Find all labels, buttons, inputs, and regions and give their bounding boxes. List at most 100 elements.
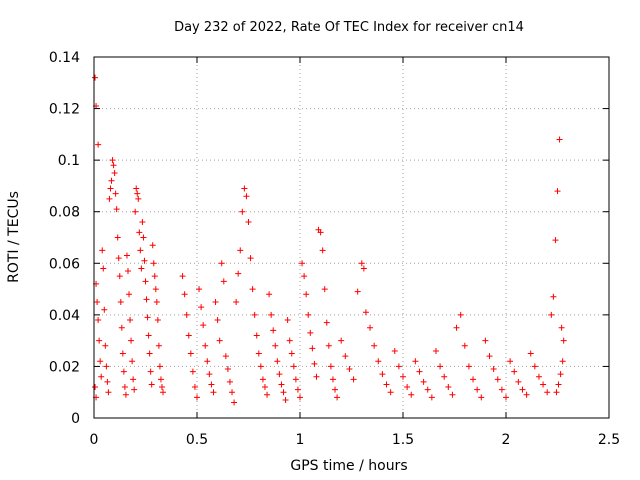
data-point (515, 378, 522, 385)
data-point (105, 389, 112, 396)
data-point (135, 195, 142, 202)
data-point (112, 190, 119, 197)
data-point (216, 337, 223, 344)
data-point (204, 358, 211, 365)
y-tick-label: 0.14 (49, 50, 80, 66)
data-point (482, 337, 489, 344)
data-point (553, 389, 560, 396)
data-point (226, 378, 233, 385)
data-point (198, 304, 205, 311)
x-tick-label: 0.5 (186, 432, 208, 448)
data-point (147, 368, 154, 375)
data-point (555, 381, 562, 388)
data-point (503, 394, 509, 401)
data-point (245, 219, 252, 226)
data-point (119, 350, 126, 357)
x-tick-label: 0 (90, 432, 99, 448)
data-point (148, 381, 155, 388)
data-point (117, 298, 124, 305)
data-point (94, 298, 101, 305)
data-point (354, 288, 361, 295)
data-point (138, 265, 145, 272)
data-point (152, 286, 159, 293)
data-point (96, 337, 103, 344)
axis-ticks (93, 56, 610, 419)
data-point (111, 170, 118, 177)
data-point (531, 363, 538, 370)
data-point (552, 237, 559, 244)
data-points (92, 74, 567, 406)
data-point (122, 391, 129, 398)
x-tick-label: 1 (296, 432, 305, 448)
data-point (383, 381, 390, 388)
data-point (367, 324, 374, 331)
y-tick-label: 0.02 (49, 359, 80, 375)
data-point (231, 399, 238, 406)
data-point (196, 286, 203, 293)
data-point (116, 273, 123, 280)
data-point (136, 229, 143, 236)
data-point (527, 350, 534, 357)
data-point (507, 358, 514, 365)
data-point (130, 376, 137, 383)
data-point (206, 371, 213, 378)
data-point (346, 366, 353, 373)
data-point (432, 347, 439, 354)
data-point (323, 319, 330, 326)
data-point (428, 394, 435, 401)
data-point (100, 265, 107, 272)
data-point (229, 389, 236, 396)
data-point (214, 317, 221, 324)
data-point (158, 384, 165, 391)
data-point (274, 358, 281, 365)
data-point (110, 162, 117, 169)
data-point (150, 260, 157, 267)
data-point (560, 337, 567, 344)
data-point (95, 317, 102, 324)
data-point (498, 386, 505, 393)
data-point (268, 311, 275, 318)
data-point (183, 311, 190, 318)
data-point (145, 332, 152, 339)
data-point (235, 270, 242, 277)
data-point (202, 342, 209, 349)
data-point (292, 376, 299, 383)
data-point (332, 386, 339, 393)
data-point (139, 219, 146, 226)
data-point (156, 363, 163, 370)
plot-frame (93, 56, 610, 419)
data-point (387, 389, 394, 396)
data-point (241, 185, 248, 192)
data-point (556, 136, 563, 143)
data-point (218, 260, 225, 267)
data-point (408, 391, 415, 398)
data-point (99, 247, 106, 254)
data-point (104, 378, 111, 385)
data-point (181, 291, 188, 298)
data-point (270, 327, 277, 334)
data-point (129, 358, 136, 365)
data-point (303, 291, 310, 298)
data-point (123, 252, 130, 259)
data-point (494, 376, 501, 383)
data-point (133, 185, 140, 192)
data-point (102, 342, 109, 349)
data-point (237, 247, 244, 254)
chart-title: Day 232 of 2022, Rate Of TEC Index for r… (174, 20, 524, 35)
data-point (113, 206, 120, 213)
data-point (325, 342, 332, 349)
data-point (224, 366, 231, 373)
data-point (155, 342, 162, 349)
data-point (141, 257, 148, 264)
data-point (391, 347, 398, 354)
data-point (127, 317, 134, 324)
data-point (550, 293, 557, 300)
data-point (92, 384, 99, 391)
data-point (153, 298, 160, 305)
data-point (338, 337, 345, 344)
data-point (286, 337, 293, 344)
data-point (379, 371, 386, 378)
y-tick-label: 0.04 (49, 308, 80, 324)
data-point (101, 306, 108, 313)
data-point (334, 394, 341, 401)
